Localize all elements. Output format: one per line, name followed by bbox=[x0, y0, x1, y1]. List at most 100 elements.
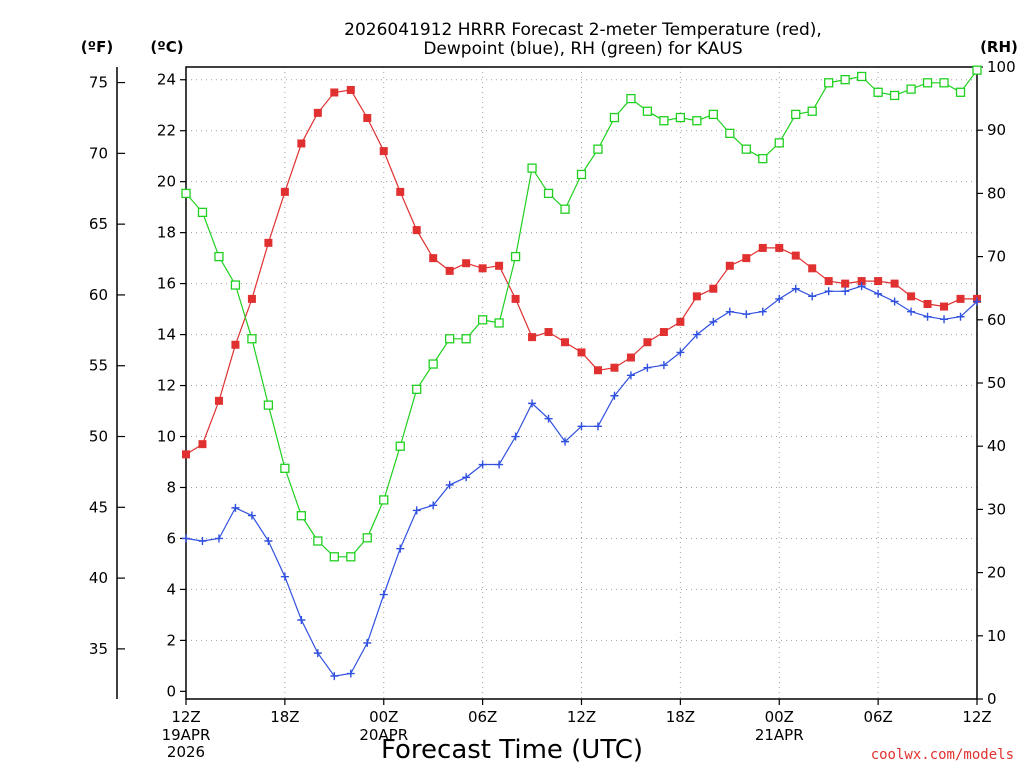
rh-point bbox=[856, 71, 867, 82]
rh-point bbox=[955, 87, 966, 97]
time-tick-label: 00Z bbox=[765, 708, 794, 726]
temperature-point bbox=[330, 88, 339, 97]
time-tick-date: 21APR bbox=[755, 726, 804, 744]
rh-series bbox=[181, 65, 982, 562]
rh-point bbox=[296, 511, 307, 521]
rh-point bbox=[791, 109, 801, 120]
temperature-point bbox=[758, 243, 767, 252]
temperature-point bbox=[808, 264, 817, 273]
rh-point bbox=[906, 84, 916, 94]
rh-point bbox=[741, 144, 751, 154]
dewpoint-series bbox=[182, 282, 981, 681]
dewpoint-point bbox=[182, 534, 190, 543]
dewpoint-point bbox=[511, 432, 520, 441]
temperature-point bbox=[593, 366, 602, 375]
credit-text: coolwx.com/models bbox=[871, 747, 1014, 763]
temperature-point bbox=[379, 147, 388, 156]
rh-point bbox=[609, 112, 620, 123]
rh-point bbox=[692, 116, 702, 126]
dewpoint-point bbox=[808, 292, 817, 301]
dewpoint-point bbox=[676, 348, 685, 357]
temperature-point bbox=[890, 279, 899, 288]
rh-point bbox=[263, 400, 274, 410]
dewpoint-point bbox=[313, 649, 322, 658]
rh-tick-label: 0 bbox=[987, 690, 997, 708]
dewpoint-point bbox=[495, 460, 504, 469]
dewpoint-point bbox=[593, 422, 602, 431]
temperature-point bbox=[363, 113, 372, 122]
dewpoint-point bbox=[247, 511, 256, 520]
rh-point bbox=[181, 188, 191, 199]
temperature-point bbox=[313, 108, 322, 117]
temperature-point bbox=[956, 294, 965, 303]
rh-point bbox=[247, 334, 257, 344]
dewpoint-point bbox=[940, 315, 949, 324]
rh-point bbox=[659, 116, 669, 126]
temperature-point bbox=[561, 338, 570, 347]
dewpoint-point bbox=[412, 506, 421, 515]
rh-point bbox=[708, 109, 718, 120]
temperature-point bbox=[725, 261, 734, 270]
temperature-point bbox=[692, 292, 701, 301]
time-tick-label: 06Z bbox=[468, 708, 497, 726]
dewpoint-point bbox=[956, 312, 965, 321]
temperature-point bbox=[659, 328, 668, 337]
temperature-point bbox=[495, 261, 504, 270]
rh-point bbox=[510, 251, 521, 262]
temperature-point bbox=[247, 294, 256, 303]
dewpoint-point bbox=[742, 310, 751, 319]
fahrenheit-tick-label: 40 bbox=[89, 569, 108, 587]
dewpoint-point bbox=[626, 371, 635, 380]
rh-point bbox=[543, 188, 554, 199]
rh-point bbox=[214, 251, 224, 262]
dewpoint-point bbox=[775, 294, 784, 303]
time-tick-label: 18Z bbox=[666, 708, 695, 726]
rh-point bbox=[560, 204, 570, 214]
rh-point bbox=[329, 552, 339, 562]
fahrenheit-tick-label: 45 bbox=[89, 498, 108, 516]
time-tick-label: 00Z bbox=[369, 708, 398, 726]
celsius-tick-label: 8 bbox=[166, 478, 176, 496]
temperature-point bbox=[775, 243, 784, 252]
rh-point bbox=[428, 359, 438, 369]
fahrenheit-tick-label: 35 bbox=[89, 640, 108, 658]
rh-point bbox=[840, 74, 850, 85]
dewpoint-point bbox=[659, 361, 668, 370]
fahrenheit-axis: 35 40 45 50 55 60 65 70 75 bbox=[89, 74, 125, 658]
temperature-point bbox=[478, 264, 487, 273]
temperature-point bbox=[280, 187, 289, 196]
rh-point bbox=[807, 106, 817, 116]
rh-point bbox=[362, 533, 372, 543]
rh-tick-label: 10 bbox=[987, 627, 1006, 645]
time-tick-date: 19APR bbox=[162, 726, 211, 744]
time-tick-year: 2026 bbox=[167, 743, 205, 761]
dewpoint-point bbox=[725, 307, 734, 316]
rh-point bbox=[642, 106, 653, 116]
chart-title-line1: 2026041912 HRRR Forecast 2-meter Tempera… bbox=[344, 20, 822, 40]
time-tick-label: 12Z bbox=[171, 708, 200, 726]
rh-point bbox=[675, 112, 686, 123]
dewpoint-point bbox=[890, 297, 899, 306]
rh-point bbox=[494, 318, 504, 328]
time-tick-label: 12Z bbox=[567, 708, 596, 726]
celsius-tick-label: 14 bbox=[157, 326, 176, 344]
dewpoint-point bbox=[841, 287, 850, 296]
temperature-point bbox=[511, 294, 520, 303]
temperature-point bbox=[709, 284, 718, 293]
rh-point bbox=[445, 334, 455, 344]
dewpoint-point bbox=[445, 480, 454, 489]
celsius-tick-label: 20 bbox=[157, 173, 176, 191]
chart-title-line2: Dewpoint (blue), RH (green) for KAUS bbox=[423, 39, 742, 59]
time-tick-label: 06Z bbox=[863, 708, 892, 726]
dewpoint-point bbox=[791, 284, 800, 293]
temperature-point bbox=[346, 85, 355, 94]
celsius-tick-label: 24 bbox=[157, 71, 176, 89]
dewpoint-point bbox=[396, 544, 405, 553]
celsius-tick-label: 0 bbox=[166, 682, 176, 700]
temperature-point bbox=[626, 353, 635, 362]
temperature-point bbox=[429, 254, 438, 263]
fahrenheit-tick-label: 50 bbox=[89, 428, 108, 446]
dewpoint-point bbox=[857, 282, 866, 291]
fahrenheit-tick-label: 70 bbox=[89, 144, 108, 162]
rh-tick-label: 20 bbox=[987, 564, 1006, 582]
